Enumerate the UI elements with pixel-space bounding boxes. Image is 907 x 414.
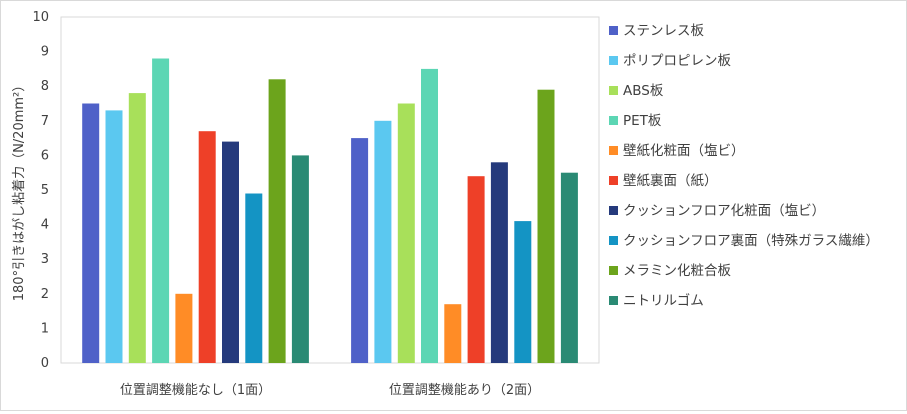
y-tick-label: 9 [41,45,49,60]
legend-swatch [609,296,618,305]
legend-label: ニトリルゴム [623,292,704,309]
legend-label: 壁紙裏面（紙） [623,173,718,189]
bar [467,176,485,363]
y-tick-label: 7 [41,114,49,129]
legend-label: メラミン化粧合板 [623,263,731,279]
legend-swatch [609,116,618,125]
legend-label: ステンレス板 [623,23,704,39]
bar [490,162,508,363]
y-tick-label: 8 [41,79,49,94]
legend-label: PET板 [623,113,662,129]
y-tick-label: 3 [41,252,49,267]
legend-swatch [609,56,618,65]
y-axis-ticks: 0 1 2 3 4 5 6 7 8 9 10 [32,10,49,371]
legend-swatch [609,206,618,215]
legend-swatch [609,176,618,185]
legend-swatch [609,146,618,155]
legend-label: 壁紙化粧面（塩ビ） [623,143,745,159]
x-axis-labels: 位置調整機能なし（1面） 位置調整機能あり（2面） [120,383,540,398]
legend-swatch [609,266,618,275]
legend-swatch [609,26,618,35]
bar [105,110,123,364]
bar [560,172,578,363]
bar [514,221,532,363]
y-tick-label: 5 [41,183,49,198]
bar [268,79,286,364]
legend-label: クッションフロア化粧面（塩ビ） [623,203,825,219]
bar [152,58,170,363]
y-tick-label: 10 [32,10,49,25]
x-category-label: 位置調整機能あり（2面） [389,383,540,398]
y-tick-label: 4 [41,218,49,233]
bar [444,304,462,363]
bar [128,93,146,363]
bar [291,155,309,363]
y-tick-label: 2 [41,287,49,302]
legend-label: クッションフロア裏面（特殊ガラス繊維） [623,233,879,249]
bar [175,293,193,363]
bar [222,141,239,363]
legend-label: ポリプロピレン板 [623,53,731,69]
y-tick-label: 6 [41,148,49,163]
bar [351,138,369,363]
bar [82,103,100,363]
bars-group [82,58,578,364]
y-tick-label: 0 [41,356,49,371]
bar [198,131,216,363]
bar [245,193,263,363]
x-category-label: 位置調整機能なし（1面） [120,383,271,398]
y-axis-label: 180°引きはがし粘着力（N/20mm²） [11,79,27,302]
y-tick-label: 1 [41,321,49,336]
bar [537,89,555,363]
legend-swatch [609,236,618,245]
legend-swatch [609,86,618,95]
bar [397,103,415,363]
plot-area [60,16,600,364]
legend-label: ABS板 [623,83,664,99]
bar [421,68,438,364]
bar [374,120,392,363]
